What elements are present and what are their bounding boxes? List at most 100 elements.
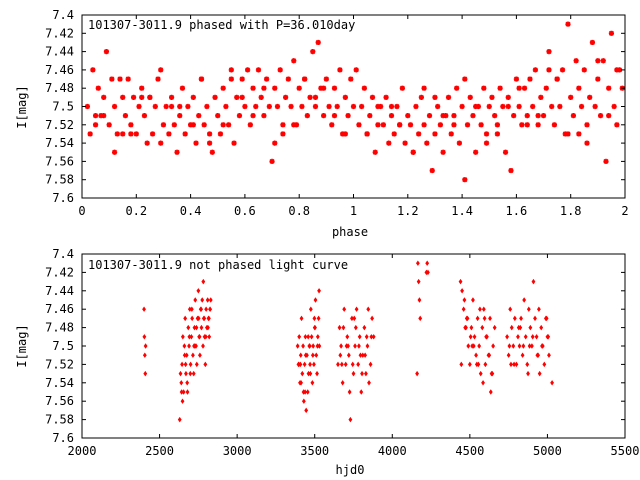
phased-data-point bbox=[329, 122, 335, 128]
unphased-light-curve-panel: 2000 2500 3000 3500 4000 4500 5000 5500 7.4 7.42 7… bbox=[15, 247, 639, 477]
phased-data-point bbox=[348, 76, 354, 82]
unphased-data-point bbox=[526, 306, 531, 312]
phased-data-point bbox=[614, 67, 620, 73]
phased-data-point bbox=[595, 76, 601, 82]
phased-y-tick-label: 7.6 bbox=[52, 191, 74, 205]
unphased-data-point bbox=[183, 315, 188, 322]
phased-data-point bbox=[410, 149, 416, 155]
unphased-data-point bbox=[508, 306, 513, 312]
unphased-data-point bbox=[180, 398, 185, 404]
unphased-data-point bbox=[203, 334, 208, 340]
phased-data-point bbox=[198, 76, 205, 82]
unphased-data-point bbox=[350, 361, 355, 368]
unphased-data-point bbox=[465, 315, 470, 322]
phased-data-point bbox=[253, 103, 259, 110]
unphased-data-point bbox=[347, 389, 352, 395]
phased-data-point bbox=[606, 85, 612, 91]
unphased-y-tick-label: 7.5 bbox=[52, 339, 74, 353]
phased-data-point bbox=[120, 131, 126, 137]
phased-data-point bbox=[500, 103, 506, 110]
phased-data-point bbox=[559, 67, 566, 73]
phased-data-point bbox=[122, 113, 129, 119]
phased-data-point bbox=[285, 76, 291, 82]
unphased-data-point bbox=[205, 297, 210, 303]
unphased-data-point bbox=[179, 389, 184, 395]
unphased-data-point bbox=[312, 315, 317, 322]
phased-data-point bbox=[266, 103, 272, 110]
unphased-data-point bbox=[297, 334, 302, 340]
unphased-data-point bbox=[194, 324, 199, 331]
phased-data-point bbox=[133, 131, 139, 137]
unphased-data-point bbox=[345, 334, 350, 340]
phased-data-point bbox=[163, 103, 169, 110]
phased-data-point bbox=[215, 113, 221, 119]
phased-data-point bbox=[394, 103, 400, 110]
phased-data-point bbox=[193, 140, 199, 146]
phased-data-point bbox=[228, 76, 234, 82]
phased-data-point bbox=[429, 167, 435, 174]
phased-data-point bbox=[359, 103, 365, 110]
phased-x-tick-label: 1.4 bbox=[451, 204, 473, 218]
unphased-data-point bbox=[458, 278, 463, 285]
unphased-y-tick-label: 7.54 bbox=[45, 376, 74, 390]
phased-data-point bbox=[236, 113, 243, 119]
unphased-data-point bbox=[338, 352, 343, 358]
phased-data-point bbox=[378, 103, 384, 110]
phased-data-point bbox=[160, 122, 167, 128]
unphased-data-point bbox=[180, 361, 184, 368]
phased-data-point bbox=[608, 30, 615, 36]
phased-data-point bbox=[147, 94, 153, 100]
phased-data-point bbox=[342, 131, 348, 137]
phased-data-point bbox=[535, 113, 541, 119]
unphased-data-point bbox=[357, 334, 362, 340]
phased-data-point bbox=[92, 122, 99, 128]
phased-data-point bbox=[323, 76, 329, 82]
phased-data-point bbox=[152, 103, 158, 110]
unphased-data-point bbox=[467, 361, 472, 368]
unphased-data-point bbox=[315, 334, 320, 340]
unphased-data-point bbox=[189, 306, 194, 312]
unphased-data-point bbox=[490, 370, 495, 377]
unphased-data-point bbox=[299, 315, 304, 322]
phased-data-point bbox=[228, 67, 234, 73]
unphased-data-point bbox=[179, 380, 184, 386]
unphased-data-point bbox=[425, 260, 430, 266]
phased-data-point bbox=[212, 94, 218, 100]
phased-data-point bbox=[204, 103, 210, 110]
phased-data-point bbox=[291, 122, 297, 128]
phased-data-point bbox=[312, 94, 319, 100]
unphased-data-point bbox=[341, 324, 346, 331]
phased-data-point bbox=[117, 76, 123, 82]
phased-x-tick-label: 0.4 bbox=[180, 204, 202, 218]
phased-data-point bbox=[125, 76, 131, 82]
phased-data-point bbox=[158, 140, 164, 146]
phased-data-point bbox=[402, 140, 408, 146]
phased-data-point bbox=[369, 94, 376, 100]
phased-data-point bbox=[421, 85, 427, 91]
phased-data-point bbox=[177, 113, 183, 119]
phased-data-point bbox=[519, 122, 525, 128]
phased-data-point bbox=[388, 113, 395, 119]
unphased-data-point bbox=[512, 361, 516, 368]
phased-data-point bbox=[524, 113, 530, 119]
unphased-data-point bbox=[459, 361, 464, 368]
unphased-data-point bbox=[199, 324, 204, 331]
unphased-data-point bbox=[512, 315, 517, 322]
unphased-data-point bbox=[348, 416, 353, 423]
phased-data-point bbox=[340, 131, 346, 137]
phased-data-point bbox=[280, 131, 286, 137]
phased-data-point bbox=[568, 94, 574, 100]
unphased-data-point bbox=[460, 288, 465, 294]
phased-data-point bbox=[345, 113, 351, 119]
phased-data-point bbox=[435, 103, 441, 110]
unphased-data-point bbox=[188, 370, 193, 377]
unphased-data-point bbox=[346, 352, 351, 358]
phased-data-point bbox=[223, 103, 229, 110]
phased-data-point bbox=[356, 122, 362, 128]
unphased-data-point bbox=[352, 315, 357, 322]
unphased-data-point bbox=[469, 324, 474, 331]
phased-data-point bbox=[494, 122, 500, 128]
phased-data-point bbox=[462, 76, 468, 82]
phased-data-point bbox=[264, 76, 270, 82]
